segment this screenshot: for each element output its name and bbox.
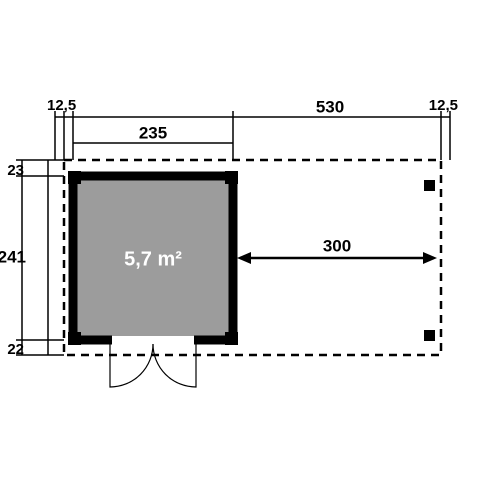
- dim-col-left: 23 241 22: [0, 160, 48, 358]
- dim-total-width: 530: [316, 97, 344, 116]
- dim-room-height: 241: [0, 247, 26, 266]
- dim-top-offset: 23: [7, 162, 24, 179]
- dim-row-top-upper: 12,5 530 12,5: [47, 97, 458, 117]
- dim-right-offset: 12,5: [429, 97, 458, 114]
- top-dimension-ticks: [55, 111, 450, 160]
- dim-left-offset: 12,5: [47, 97, 76, 114]
- opening-span: 300: [237, 236, 437, 264]
- dim-opening-span: 300: [323, 236, 351, 255]
- dim-bottom-offset: 22: [7, 341, 24, 358]
- dim-room-width: 235: [139, 123, 167, 142]
- floor-plan-diagram: 12,5 530 12,5 235 23 241 22 5,7 m²: [0, 0, 500, 500]
- area-label: 5,7 m²: [124, 248, 182, 270]
- dim-row-top-lower: 235: [73, 123, 233, 143]
- door-swing: [110, 344, 196, 387]
